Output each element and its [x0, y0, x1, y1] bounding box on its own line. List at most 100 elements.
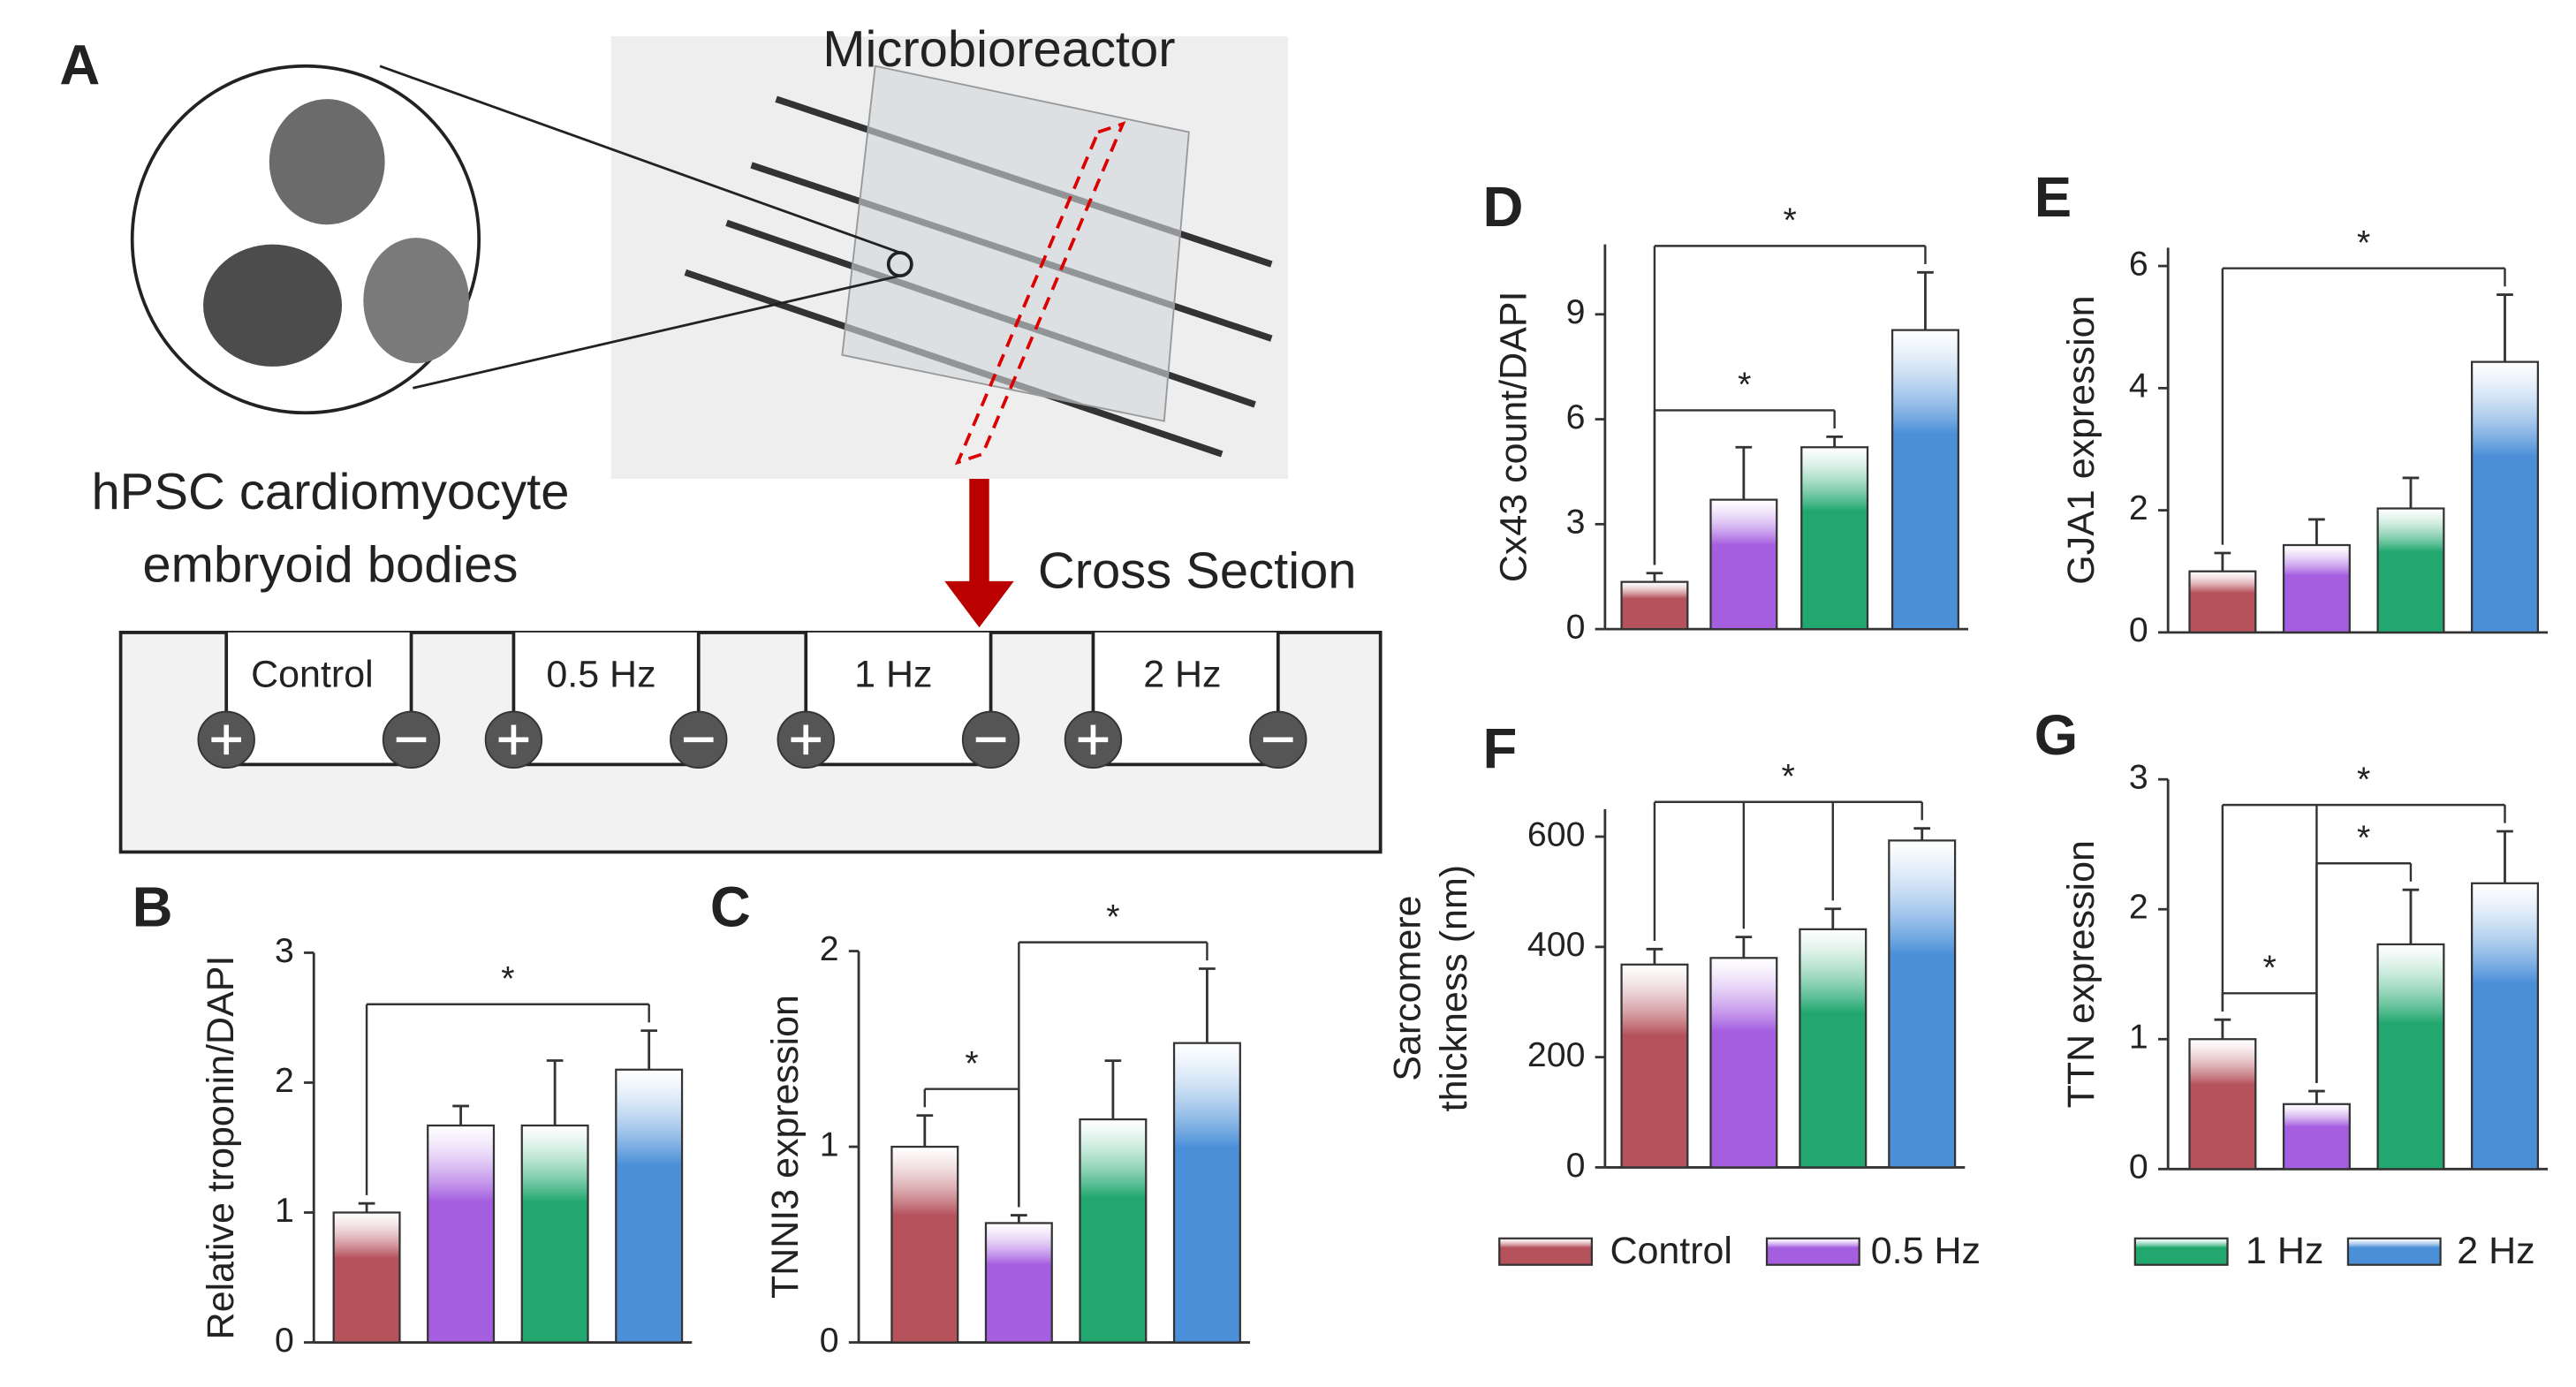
y-axis-label: Relative troponin/DAPI [200, 956, 242, 1340]
cells-label: embryoid bodies [142, 536, 518, 593]
bar-chart: E 0 2 4 6 GJA1 expression * [2034, 166, 2549, 649]
y-tick-label: 1 [275, 1191, 294, 1230]
bar [1620, 963, 1689, 1169]
bar [890, 1145, 959, 1344]
bar-chart: B 0 1 2 3 Relative troponin/DAPI * [133, 875, 693, 1360]
y-tick-label: 9 [1566, 292, 1586, 331]
bar [1800, 446, 1869, 631]
bar-chart: D 0 3 6 9 Cx43 count/DAPI * * [1483, 176, 1969, 646]
bar [2376, 507, 2445, 633]
legend-label: 2 Hz [2457, 1230, 2534, 1272]
bar [2470, 882, 2539, 1171]
y-axis-label: TTN expression [2060, 840, 2102, 1108]
y-tick-label: 0 [1566, 1146, 1586, 1185]
y-axis-label: Cx43 count/DAPI [1492, 292, 1534, 583]
bar [984, 1222, 1053, 1344]
bar [2470, 360, 2539, 633]
significance: * [2357, 224, 2370, 262]
legend-label: 0.5 Hz [1871, 1230, 1981, 1272]
panel-letter: D [1483, 176, 1524, 239]
bar [520, 1124, 589, 1344]
legend: Control 0.5 Hz 1 Hz 2 Hz [1498, 1230, 2535, 1272]
y-tick-label: 600 [1527, 815, 1586, 853]
significance: * [1784, 201, 1797, 240]
bar [1172, 1042, 1241, 1344]
bar-chart: F 0 200 400 600 Sarcomere thickness (nm) * [1387, 717, 1966, 1185]
bar [1709, 957, 1778, 1169]
legend-swatch [1498, 1237, 1594, 1266]
legend-swatch [2346, 1237, 2442, 1266]
legend-swatch [2133, 1237, 2229, 1266]
y-tick-label: 3 [275, 931, 294, 970]
y-tick-label: 6 [1566, 398, 1586, 436]
legend-label: 1 Hz [2246, 1230, 2323, 1272]
legend-label: Control [1610, 1230, 1732, 1272]
panel-letter: A [59, 34, 100, 96]
bar [2188, 1038, 2257, 1171]
y-tick-label: 2 [820, 929, 839, 968]
y-tick-label: 0 [1566, 607, 1586, 646]
y-tick-label: 6 [2129, 244, 2148, 283]
channel-label: 2 Hz [1143, 654, 1221, 696]
y-tick-label: 0 [820, 1321, 839, 1360]
y-axis-label: thickness (nm) [1433, 865, 1475, 1111]
bar [2188, 570, 2257, 633]
bar [1620, 580, 1689, 631]
bar [427, 1124, 496, 1344]
significance: * [2357, 818, 2370, 857]
bar [1890, 329, 1959, 631]
significance: * [1782, 757, 1795, 796]
y-tick-label: 0 [2129, 1148, 2148, 1186]
significance: * [1738, 366, 1751, 405]
bar [1888, 839, 1957, 1169]
bar [615, 1068, 684, 1344]
significance: * [501, 959, 514, 998]
y-tick-label: 0 [2129, 610, 2148, 649]
channel-label: 0.5 Hz [546, 654, 655, 696]
bar [1799, 928, 1868, 1169]
zoom-line [379, 64, 901, 254]
y-tick-label: 2 [2129, 888, 2148, 927]
bar [1709, 498, 1778, 631]
y-tick-label: 1 [2129, 1018, 2148, 1057]
section-label: Cross Section [1038, 543, 1357, 600]
panel-letter: G [2034, 704, 2078, 767]
bar-chart: C 0 1 2 TNNI3 expression * * [710, 875, 1251, 1360]
arrow-head [944, 580, 1014, 628]
panel-a: A Microbioreactor hPSC cardiomyocyte emb… [59, 21, 1383, 854]
significance: * [1106, 898, 1119, 936]
y-tick-label: 3 [1566, 503, 1586, 542]
channel-label: 1 Hz [854, 654, 932, 696]
y-tick-label: 0 [275, 1321, 294, 1360]
zoom-line [413, 274, 901, 390]
bar [2376, 943, 2445, 1171]
electrodes [197, 710, 1307, 769]
cells-label: hPSC cardiomyocyte [91, 464, 569, 520]
panel-letter: B [133, 875, 173, 938]
y-tick-label: 400 [1527, 925, 1586, 964]
panel-letter: E [2034, 166, 2072, 229]
bar [2282, 1103, 2351, 1171]
y-tick-label: 3 [2129, 758, 2148, 797]
y-tick-label: 1 [820, 1125, 839, 1163]
y-axis-label: Sarcomere [1387, 896, 1429, 1081]
embryoid-body [363, 238, 469, 364]
panel-letter: F [1483, 717, 1518, 780]
bar [2282, 543, 2351, 633]
device-body [841, 64, 1190, 422]
y-tick-label: 4 [2129, 367, 2148, 405]
bar-chart: G 0 1 2 3 TTN expression * * * [2034, 704, 2549, 1186]
legend-swatch [1765, 1237, 1860, 1266]
significance: * [2263, 949, 2277, 988]
channel-label: Control [251, 654, 374, 696]
y-tick-label: 200 [1527, 1035, 1586, 1074]
embryoid-body [269, 99, 385, 225]
panel-letter: C [710, 875, 751, 938]
embryoid-body [203, 244, 343, 367]
y-axis-label: GJA1 expression [2060, 295, 2102, 584]
y-tick-label: 2 [275, 1061, 294, 1100]
significance: * [2357, 760, 2370, 799]
device-title: Microbioreactor [822, 21, 1175, 78]
significance: * [965, 1044, 978, 1083]
